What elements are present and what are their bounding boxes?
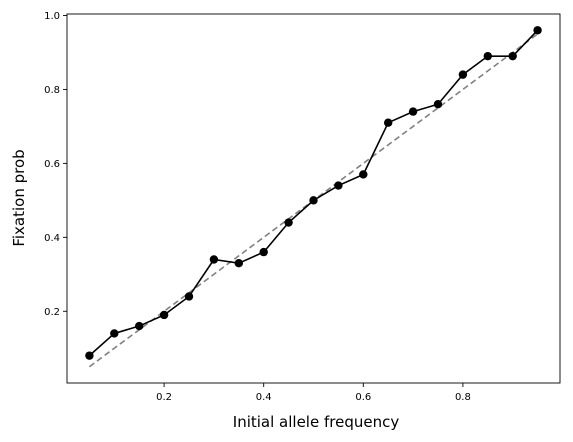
simulated-point — [110, 329, 119, 338]
simulated-point — [408, 107, 418, 116]
y-tick-label: 1.0 — [44, 11, 60, 22]
simulated-point — [284, 218, 293, 227]
simulated-point — [508, 51, 517, 61]
series-layer — [85, 26, 542, 368]
y-tick-label: 0.6 — [44, 159, 60, 170]
plot-frame — [66, 13, 561, 384]
simulated-point — [359, 170, 368, 179]
x-tick-label: 0.4 — [256, 392, 272, 403]
ticks-layer: 0.2 0.4 0.6 0.8 0.2 0.4 0.6 0.8 1.0 — [44, 11, 471, 403]
simulated-point — [458, 70, 468, 79]
simulated-point — [234, 259, 244, 268]
x-tick-label: 0.6 — [355, 392, 371, 403]
x-tick-label: 0.8 — [455, 392, 471, 403]
simulated-point — [85, 351, 94, 360]
simulated-point — [184, 292, 194, 301]
simulated-point — [433, 100, 443, 109]
x-tick-label: 0.2 — [156, 392, 172, 403]
simulated-point — [159, 310, 169, 320]
y-tick-label: 0.2 — [44, 307, 60, 318]
simulated-line — [88, 29, 539, 357]
simulated-point — [533, 26, 542, 35]
plot-border — [66, 13, 561, 384]
y-tick-label: 0.4 — [44, 233, 60, 244]
y-tick-label: 0.8 — [44, 85, 60, 96]
simulated-point — [334, 181, 343, 190]
simulated-point — [309, 196, 318, 205]
simulated-point — [483, 51, 492, 61]
x-axis-label: Initial allele frequency — [233, 413, 400, 431]
simulated-point — [209, 255, 219, 264]
simulated-point — [383, 118, 393, 127]
y-axis-label: Fixation prob — [10, 149, 28, 246]
simulated-point — [259, 247, 268, 257]
simulated-point — [135, 321, 144, 331]
